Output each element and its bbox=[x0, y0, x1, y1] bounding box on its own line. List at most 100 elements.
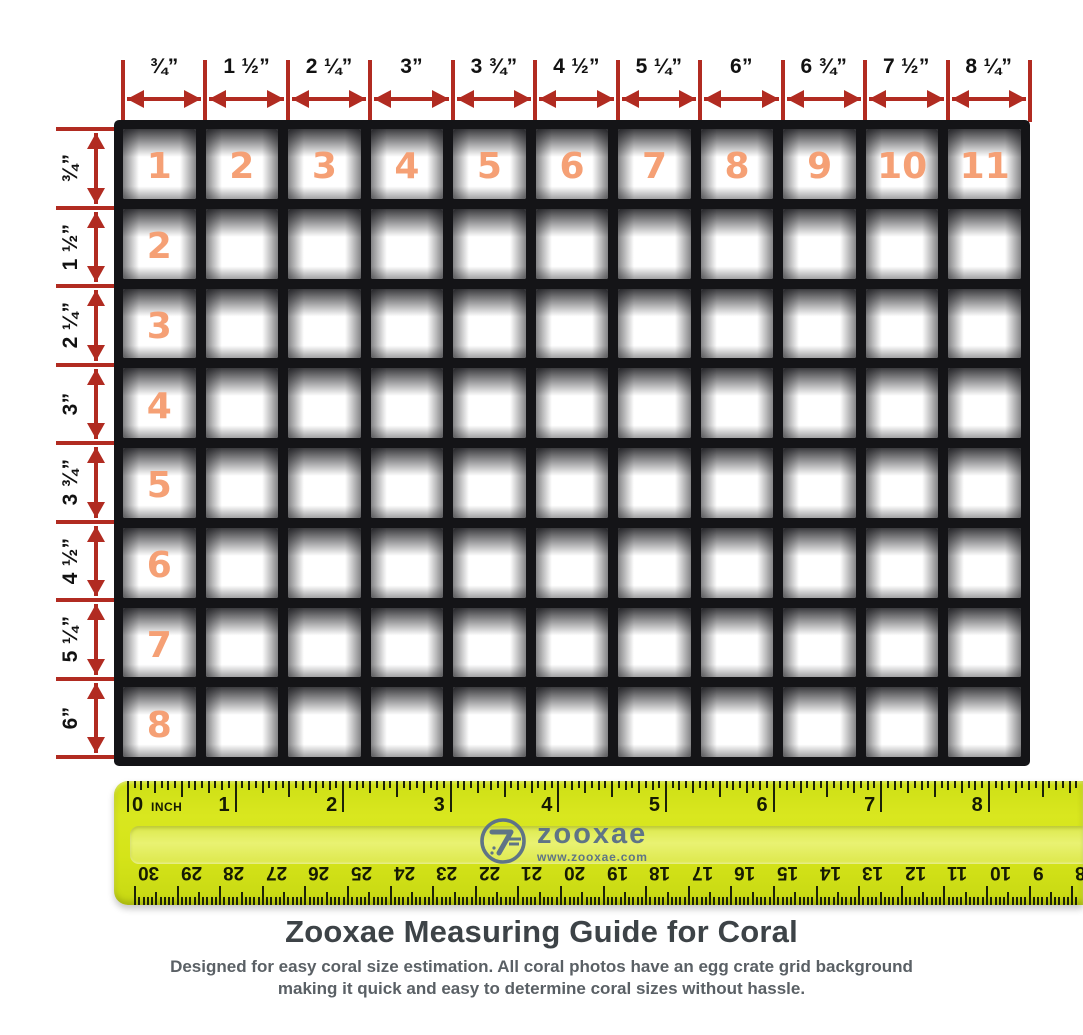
cm-tick bbox=[180, 897, 183, 905]
cm-tick bbox=[483, 897, 486, 905]
cm-tick bbox=[508, 897, 511, 905]
grid-cell bbox=[205, 527, 279, 598]
inch-tick bbox=[1075, 781, 1078, 788]
left-measure-segment: 1 ½” bbox=[56, 208, 117, 287]
inch-tick bbox=[591, 781, 594, 788]
cm-tick bbox=[853, 897, 856, 905]
grid-cell bbox=[205, 607, 279, 678]
inch-tick bbox=[180, 781, 183, 797]
grid-cell bbox=[453, 687, 526, 757]
cm-tick bbox=[717, 897, 720, 905]
grid-cell bbox=[535, 368, 609, 438]
double-arrow-vertical-icon bbox=[87, 290, 105, 361]
inch-tick bbox=[396, 781, 398, 797]
double-arrow-vertical-icon bbox=[87, 682, 105, 753]
inch-tick bbox=[281, 781, 284, 788]
cm-tick bbox=[1054, 897, 1057, 905]
inch-tick bbox=[342, 781, 345, 812]
grid-cell bbox=[535, 527, 609, 598]
grid-cell bbox=[618, 288, 691, 359]
cm-tick bbox=[704, 897, 707, 905]
cm-tick bbox=[832, 897, 835, 905]
inch-tick bbox=[974, 781, 977, 790]
grid-cell bbox=[288, 527, 361, 598]
cm-tick bbox=[709, 892, 712, 905]
inch-tick bbox=[806, 781, 809, 788]
cm-number: 11 bbox=[947, 862, 968, 883]
cm-tick bbox=[675, 897, 678, 905]
inch-tick bbox=[994, 781, 997, 788]
grid-cell bbox=[865, 208, 939, 279]
inch-tick bbox=[402, 781, 405, 788]
grid-cell bbox=[370, 527, 444, 598]
cell-number: 4 bbox=[146, 385, 172, 427]
cm-tick bbox=[555, 897, 558, 905]
cm-tick bbox=[870, 897, 873, 905]
grid-cell: 6 bbox=[123, 527, 196, 598]
cm-tick bbox=[734, 897, 737, 905]
inch-number: 2 bbox=[326, 794, 338, 816]
grid-cell bbox=[535, 208, 609, 279]
cm-tick bbox=[585, 897, 588, 905]
top-measure-label: 1 ½” bbox=[223, 55, 271, 78]
grid-cell bbox=[205, 687, 279, 757]
grid-cell: 11 bbox=[948, 129, 1021, 199]
cm-tick bbox=[875, 897, 878, 905]
cm-tick bbox=[521, 897, 524, 905]
grid-cell: 2 bbox=[205, 129, 279, 199]
inch-tick bbox=[671, 781, 674, 788]
cm-tick bbox=[415, 897, 418, 905]
cm-tick bbox=[278, 897, 281, 905]
cm-tick bbox=[986, 886, 988, 905]
cm-tick bbox=[606, 897, 609, 905]
grid-cell bbox=[948, 208, 1021, 279]
left-measure-segment: 4 ½” bbox=[56, 522, 117, 601]
inch-tick bbox=[543, 781, 546, 790]
grid-cell bbox=[618, 208, 691, 279]
cm-tick bbox=[1028, 886, 1031, 905]
grid-cell bbox=[783, 288, 856, 359]
grid-cell bbox=[205, 368, 279, 438]
cm-tick bbox=[347, 886, 349, 905]
cm-number: 8 bbox=[1075, 861, 1083, 883]
cm-tick bbox=[500, 897, 503, 905]
inch-tick bbox=[530, 781, 533, 793]
cm-tick bbox=[964, 892, 967, 905]
inch-tick bbox=[725, 781, 728, 788]
cm-tick bbox=[577, 897, 580, 905]
cm-tick bbox=[325, 892, 328, 905]
inch-tick bbox=[295, 781, 298, 788]
cm-tick bbox=[879, 892, 882, 905]
cm-tick bbox=[231, 897, 234, 905]
cm-number: 15 bbox=[777, 862, 799, 883]
inch-tick bbox=[738, 781, 741, 788]
left-measure-tick bbox=[56, 362, 117, 367]
cm-tick bbox=[202, 897, 205, 905]
inch-tick bbox=[261, 781, 264, 793]
egg-crate-grid: 1 2 3 4 5 6 7 8 9 10 11 2 3 4 5 6 7 8 bbox=[123, 129, 1021, 757]
cm-tick bbox=[564, 897, 567, 905]
cm-tick bbox=[1075, 897, 1078, 905]
grid-cell bbox=[370, 368, 444, 438]
cm-tick bbox=[423, 897, 426, 905]
inch-tick bbox=[564, 781, 567, 788]
inch-tick bbox=[335, 781, 338, 788]
inch-tick bbox=[443, 781, 446, 788]
inch-number: 8 bbox=[971, 794, 983, 816]
double-arrow-vertical-icon bbox=[87, 447, 105, 518]
grid-cell bbox=[948, 288, 1021, 359]
top-measure-tick bbox=[368, 60, 373, 122]
cm-tick bbox=[636, 897, 639, 905]
cm-tick bbox=[692, 897, 695, 905]
cm-tick bbox=[317, 897, 320, 905]
cm-tick bbox=[815, 886, 818, 905]
inch-tick bbox=[248, 781, 251, 790]
grid-cell: 1 bbox=[123, 129, 196, 199]
left-measure-label: 6” bbox=[59, 706, 82, 730]
cm-tick bbox=[466, 897, 469, 905]
inch-tick bbox=[799, 781, 802, 793]
double-arrow-vertical-icon bbox=[87, 133, 105, 204]
cm-tick bbox=[858, 886, 861, 905]
cm-tick bbox=[866, 897, 869, 905]
cm-tick bbox=[683, 897, 686, 905]
